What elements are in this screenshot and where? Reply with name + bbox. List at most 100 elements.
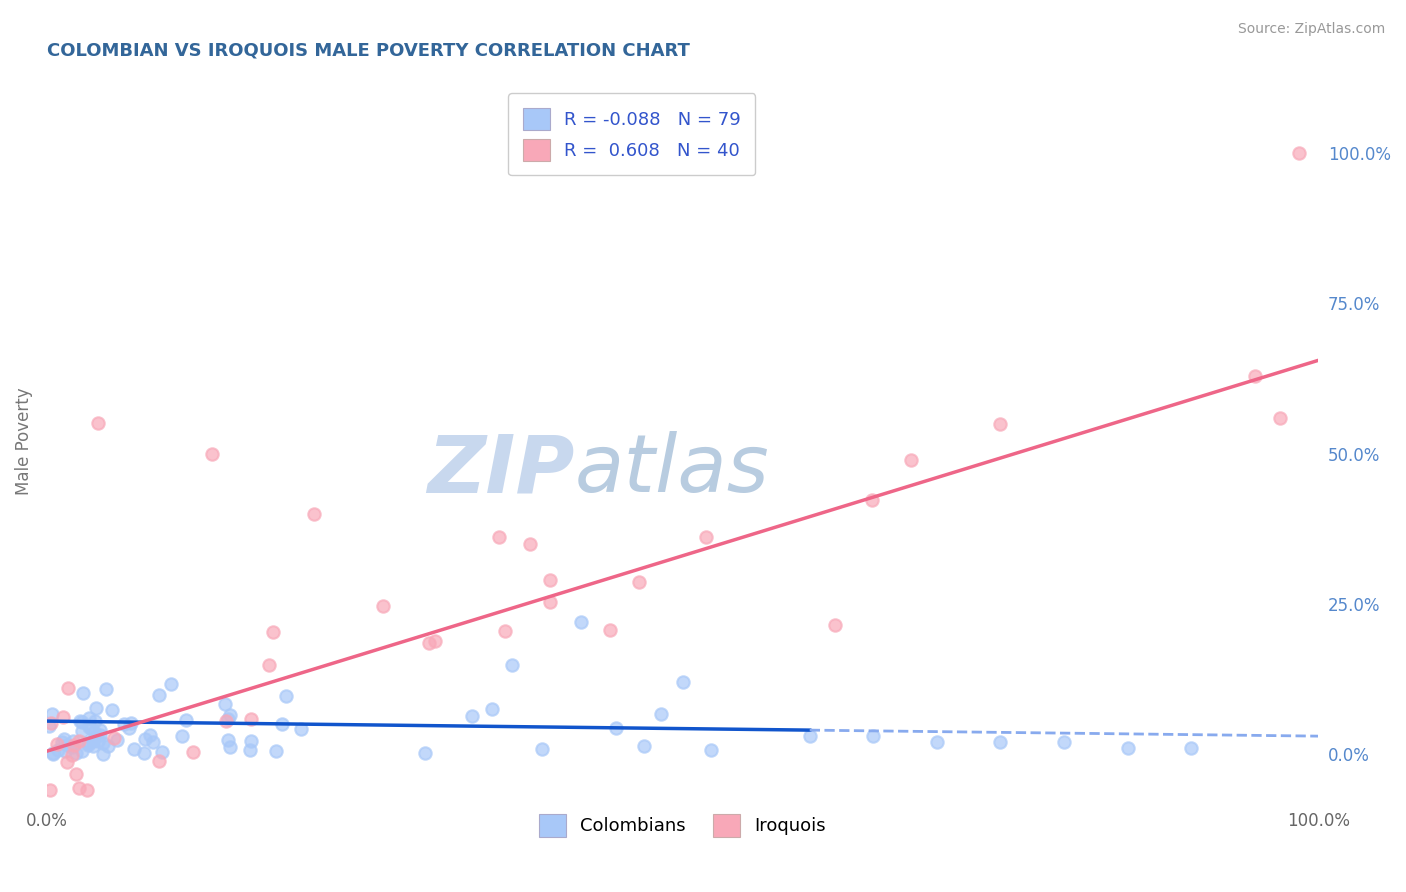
Point <box>76 783 98 797</box>
Point <box>862 729 884 743</box>
Point <box>264 744 287 758</box>
Text: ZIP: ZIP <box>427 432 575 509</box>
Point <box>461 708 484 723</box>
Point <box>46 743 69 757</box>
Point <box>67 780 90 795</box>
Point <box>65 767 87 781</box>
Point <box>217 733 239 747</box>
Point <box>418 636 440 650</box>
Point <box>257 658 280 673</box>
Point <box>519 537 541 551</box>
Point <box>62 733 84 747</box>
Point <box>276 690 298 704</box>
Point <box>481 702 503 716</box>
Point <box>52 710 75 724</box>
Point <box>538 594 561 608</box>
Point <box>79 711 101 725</box>
Point <box>262 624 284 639</box>
Point <box>120 715 142 730</box>
Point <box>94 681 117 696</box>
Point <box>103 731 125 745</box>
Point <box>148 688 170 702</box>
Point <box>134 731 156 746</box>
Point <box>53 744 76 758</box>
Point <box>76 738 98 752</box>
Point <box>60 740 83 755</box>
Point <box>96 739 118 753</box>
Point <box>38 719 60 733</box>
Point <box>56 681 79 695</box>
Point <box>139 728 162 742</box>
Point <box>46 738 69 752</box>
Point <box>70 744 93 758</box>
Point <box>240 734 263 748</box>
Point <box>148 754 170 768</box>
Point <box>122 741 145 756</box>
Point <box>925 735 948 749</box>
Y-axis label: Male Poverty: Male Poverty <box>15 388 32 495</box>
Point <box>700 742 723 756</box>
Point <box>501 658 523 673</box>
Point <box>84 714 107 728</box>
Point <box>77 720 100 734</box>
Point <box>488 530 510 544</box>
Point <box>183 745 205 759</box>
Point <box>494 624 516 638</box>
Point <box>62 747 84 762</box>
Point <box>214 714 236 728</box>
Legend: Colombians, Iroquois: Colombians, Iroquois <box>531 807 834 844</box>
Point <box>271 716 294 731</box>
Point <box>72 686 94 700</box>
Point <box>650 707 672 722</box>
Point <box>87 417 110 431</box>
Point <box>1243 369 1265 384</box>
Point <box>51 735 73 749</box>
Point <box>1288 145 1310 160</box>
Point <box>93 736 115 750</box>
Point <box>41 707 63 722</box>
Point <box>87 734 110 748</box>
Point <box>302 507 325 521</box>
Point <box>540 574 562 588</box>
Point <box>605 721 627 735</box>
Point <box>201 446 224 460</box>
Point <box>132 746 155 760</box>
Point <box>76 736 98 750</box>
Point <box>89 728 111 742</box>
Point <box>59 739 82 754</box>
Point <box>671 675 693 690</box>
Point <box>990 735 1012 749</box>
Point <box>239 743 262 757</box>
Point <box>82 733 104 747</box>
Point <box>56 739 79 753</box>
Point <box>569 615 592 629</box>
Point <box>39 783 62 797</box>
Point <box>82 739 104 754</box>
Point <box>633 739 655 754</box>
Point <box>42 747 65 761</box>
Point <box>55 755 77 769</box>
Point <box>628 574 651 589</box>
Point <box>63 738 86 752</box>
Point <box>1053 735 1076 749</box>
Text: COLOMBIAN VS IROQUOIS MALE POVERTY CORRELATION CHART: COLOMBIAN VS IROQUOIS MALE POVERTY CORRE… <box>46 42 690 60</box>
Point <box>160 676 183 690</box>
Point <box>290 722 312 736</box>
Point <box>86 701 108 715</box>
Point <box>142 734 165 748</box>
Point <box>67 734 90 748</box>
Point <box>69 714 91 728</box>
Point <box>860 493 883 508</box>
Text: Source: ZipAtlas.com: Source: ZipAtlas.com <box>1237 22 1385 37</box>
Point <box>990 417 1012 431</box>
Point <box>117 721 139 735</box>
Point <box>217 712 239 726</box>
Point <box>1180 741 1202 756</box>
Point <box>214 697 236 711</box>
Point <box>72 715 94 730</box>
Point <box>900 453 922 467</box>
Point <box>371 599 394 614</box>
Point <box>150 745 173 759</box>
Point <box>1116 741 1139 756</box>
Point <box>83 724 105 739</box>
